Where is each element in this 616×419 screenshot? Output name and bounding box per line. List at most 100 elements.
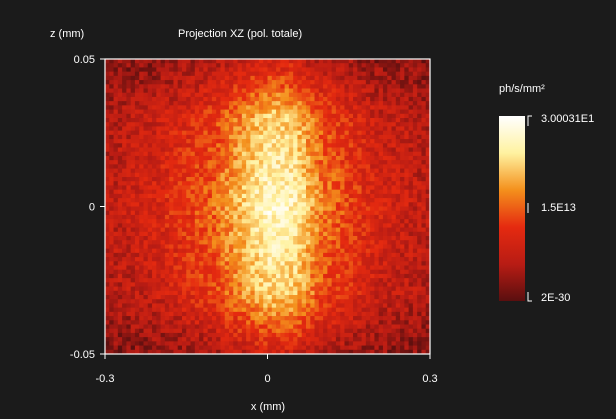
heatmap-cell (395, 244, 401, 250)
heatmap-cell (164, 105, 170, 110)
heatmap-cell (301, 63, 307, 68)
heatmap-cell (241, 240, 247, 245)
heatmap-cell (147, 202, 153, 207)
heatmap-cell (250, 126, 256, 132)
heatmap-cell (263, 71, 268, 77)
heatmap-cell (229, 269, 234, 275)
heatmap-cell (258, 147, 264, 153)
heatmap-cell (387, 189, 392, 195)
heatmap-cell (186, 227, 191, 233)
heatmap-cell (408, 202, 414, 207)
heatmap-cell (177, 126, 183, 132)
heatmap-cell (288, 286, 294, 292)
heatmap-cell (160, 109, 166, 115)
heatmap-cell (147, 269, 153, 275)
heatmap-cell (250, 316, 256, 321)
heatmap-cell (246, 240, 251, 245)
heatmap-cell (203, 236, 209, 241)
heatmap-cell (374, 105, 380, 110)
heatmap-cell (229, 214, 234, 220)
heatmap-cell (211, 189, 217, 195)
heatmap-cell (117, 155, 123, 161)
heatmap-cell (241, 286, 247, 292)
heatmap-cell (147, 172, 153, 178)
heatmap-cell (314, 67, 320, 73)
heatmap-cell (412, 286, 418, 292)
heatmap-cell (139, 248, 144, 254)
heatmap-cell (395, 257, 401, 262)
heatmap-cell (305, 75, 311, 81)
heatmap-cell (293, 160, 298, 165)
heatmap-cell (190, 118, 196, 123)
heatmap-cell (160, 134, 166, 140)
heatmap-cell (152, 105, 157, 110)
heatmap-cell (173, 113, 179, 119)
heatmap-cell (143, 189, 149, 195)
heatmap-cell (139, 168, 144, 174)
heatmap-cell (305, 307, 311, 313)
heatmap-cell (267, 227, 273, 233)
heatmap-cell (335, 147, 341, 153)
heatmap-cell (288, 84, 294, 89)
heatmap-cell (378, 210, 384, 216)
heatmap-cell (250, 290, 256, 296)
heatmap-cell (134, 160, 140, 165)
heatmap-cell (237, 105, 243, 110)
heatmap-cell (173, 155, 179, 161)
heatmap-cell (181, 320, 187, 325)
heatmap-cell (323, 189, 328, 195)
heatmap-cell (340, 126, 345, 132)
heatmap-cell (169, 286, 174, 292)
heatmap-cell (105, 290, 110, 296)
heatmap-cell (134, 210, 140, 216)
heatmap-cell (297, 219, 303, 224)
heatmap-cell (177, 168, 183, 174)
heatmap-cell (344, 328, 350, 334)
heatmap-cell (395, 122, 401, 127)
heatmap-cell (382, 210, 388, 216)
heatmap-cell (194, 59, 200, 64)
heatmap-cell (181, 257, 187, 262)
heatmap-cell (323, 75, 328, 81)
heatmap-cell (318, 311, 324, 317)
heatmap-cell (348, 214, 354, 220)
heatmap-cell (173, 143, 179, 148)
heatmap-cell (361, 88, 367, 94)
heatmap-cell (194, 223, 200, 228)
heatmap-cell (237, 332, 243, 338)
heatmap-cell (211, 324, 217, 330)
heatmap-cell (263, 88, 268, 94)
heatmap-cell (117, 88, 123, 94)
heatmap-cell (365, 63, 371, 68)
heatmap-cell (348, 273, 354, 279)
heatmap-cell (305, 273, 311, 279)
heatmap-cell (370, 185, 375, 191)
heatmap-cell (181, 63, 187, 68)
heatmap-cell (288, 236, 294, 241)
heatmap-cell (156, 286, 161, 292)
heatmap-cell (113, 160, 119, 165)
heatmap-cell (382, 320, 388, 325)
heatmap-cell (246, 118, 251, 123)
heatmap-cell (241, 113, 247, 119)
heatmap-cell (400, 261, 405, 266)
heatmap-cell (293, 231, 298, 237)
heatmap-cell (348, 185, 354, 191)
heatmap-cell (113, 290, 119, 296)
heatmap-cell (404, 164, 410, 169)
heatmap-cell (130, 101, 136, 106)
heatmap-cell (126, 248, 132, 254)
heatmap-cell (301, 227, 307, 233)
heatmap-cell (301, 59, 307, 64)
heatmap-cell (353, 269, 358, 275)
heatmap-cell (216, 210, 221, 216)
heatmap-cell (421, 286, 427, 292)
heatmap-cell (126, 261, 132, 266)
heatmap-cell (271, 80, 277, 85)
heatmap-cell (224, 113, 230, 119)
heatmap-cell (181, 134, 187, 140)
heatmap-cell (412, 206, 418, 212)
heatmap-cell (353, 219, 358, 224)
heatmap-cell (314, 130, 320, 136)
heatmap-cell (374, 231, 380, 237)
